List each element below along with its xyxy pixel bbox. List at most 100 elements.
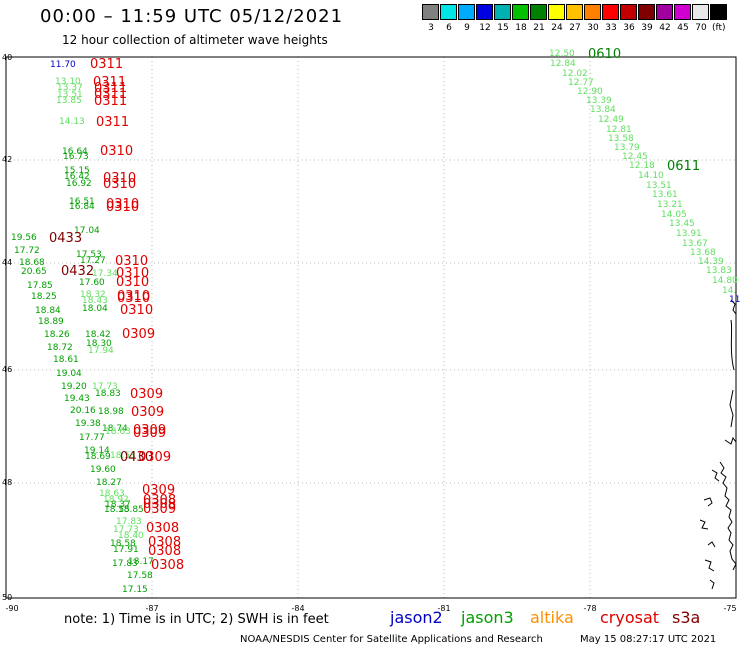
colorbar-swatch: [440, 4, 457, 20]
wave-height-label: 18.89: [38, 317, 64, 327]
pass-time-label: 0310: [100, 144, 134, 159]
wave-height-label: 11: [729, 295, 740, 305]
wave-height-label: 18.17: [128, 557, 154, 567]
wave-height-label: 17.15: [122, 585, 148, 595]
colorbar-tick: 70: [695, 23, 707, 33]
pass-time-label: 0310: [115, 254, 149, 269]
wave-height-label: 18.27: [96, 478, 122, 488]
pass-time-label: 0310: [103, 177, 137, 192]
wave-height-label: 18.53: [110, 451, 136, 461]
wave-height-label: 18.40: [118, 531, 144, 541]
x-tick-75: -75: [723, 604, 737, 613]
wave-height-label: 18.43: [82, 296, 108, 306]
wave-height-label: 18.58: [110, 539, 136, 549]
wave-height-label: 14.80: [712, 276, 738, 286]
colorbar-tick: 9: [464, 23, 470, 33]
wave-height-label: 18.55: [104, 505, 130, 515]
y-tick-46: 46: [2, 365, 13, 374]
wave-height-label: 17.73: [92, 382, 118, 392]
wave-height-label: 18.84: [35, 306, 61, 316]
colorbar-tick: 33: [605, 23, 617, 33]
pass-time-label: 0311: [90, 57, 124, 72]
wave-height-label: 13.37: [57, 83, 83, 93]
wave-height-label: 20.16: [70, 406, 96, 416]
wave-height-label: 18.04: [82, 304, 108, 314]
colorbar-tick: 39: [641, 23, 653, 33]
wave-height-label: 13.45: [669, 219, 695, 229]
y-tick-40: 40: [2, 53, 13, 62]
colorbar-swatch: [512, 4, 529, 20]
wave-height-label: 13.91: [676, 229, 702, 239]
wave-height-label: 17.72: [14, 246, 40, 256]
wave-height-label: 19.60: [90, 465, 116, 475]
legend-altika: altika: [530, 608, 574, 627]
wave-height-label: 13.58: [608, 134, 634, 144]
credit: NOAA/NESDIS Center for Satellite Applica…: [240, 634, 543, 645]
wave-height-label: 17.91: [113, 545, 139, 555]
pass-time-label: 0309: [130, 387, 164, 402]
wave-height-label: 14.05: [661, 210, 687, 220]
wave-height-label: 17.34: [92, 269, 118, 279]
colorbar-swatch: [638, 4, 655, 20]
colorbar-tick: 12: [479, 23, 491, 33]
wave-height-label: 13.85: [56, 96, 82, 106]
wave-height-label: 13.10: [55, 77, 81, 87]
wave-height-label: 12.50: [549, 49, 575, 59]
pass-time-label: 0311: [96, 115, 130, 130]
wave-height-label: 11.70: [50, 60, 76, 70]
pass-time-label: 0311: [94, 87, 128, 102]
wave-height-label: 18.25: [31, 292, 57, 302]
pass-time-label: 0310: [116, 266, 150, 281]
wave-height-label: 13.51: [57, 90, 83, 100]
wave-height-label: 18.26: [44, 330, 70, 340]
wave-height-label: 20.65: [21, 267, 47, 277]
wave-height-label: 13.51: [646, 181, 672, 191]
wave-height-label: 18.85: [118, 505, 144, 515]
timestamp: May 15 08:27:17 UTC 2021: [580, 634, 717, 645]
x-tick-90: -90: [5, 604, 19, 613]
y-tick-44: 44: [2, 258, 13, 267]
wave-height-label: 19.04: [56, 369, 82, 379]
colorbar-swatch: [656, 4, 673, 20]
pass-time-label: 0309: [122, 327, 156, 342]
pass-time-label: 0311: [93, 75, 127, 90]
pass-time-label: 0311: [94, 81, 128, 96]
pass-time-label: 0310: [117, 289, 151, 304]
wave-height-label: 19.56: [11, 233, 37, 243]
wave-height-label: 17.83: [112, 559, 138, 569]
wave-height-label: 19.14: [84, 446, 110, 456]
wave-height-label: 12.18: [629, 161, 655, 171]
wave-height-label: 12.49: [598, 115, 624, 125]
pass-time-label: 0309: [133, 423, 167, 438]
wave-height-label: 15.15: [64, 166, 90, 176]
colorbar-swatch: [620, 4, 637, 20]
wave-height-label: 13.21: [657, 200, 683, 210]
colorbar-tick: 21: [533, 23, 545, 33]
pass-time-label: 0310: [103, 171, 137, 186]
pass-time-label: 0433: [49, 231, 83, 246]
colorbar-tick: 24: [551, 23, 563, 33]
wave-height-label: 12.02: [562, 69, 588, 79]
wave-height-label: 18.61: [53, 355, 79, 365]
wave-height-label: 18.83: [95, 389, 121, 399]
pass-time-label: 0309: [142, 483, 176, 498]
wave-height-label: 17.77: [79, 433, 105, 443]
colorbar-tick: 27: [569, 23, 581, 33]
page-subtitle: 12 hour collection of altimeter wave hei…: [62, 33, 328, 47]
x-tick-81: -81: [437, 604, 451, 613]
wave-height-label: 17.94: [88, 346, 114, 356]
colorbar-tick: 42: [659, 23, 671, 33]
y-tick-42: 42: [2, 155, 13, 164]
colorbar-swatch: [602, 4, 619, 20]
y-tick-50: 50: [2, 593, 13, 602]
wave-height-label: 13.68: [690, 248, 716, 258]
colorbar-swatch: [530, 4, 547, 20]
wave-height-label: 17.58: [127, 571, 153, 581]
wave-height-label: 17.04: [74, 226, 100, 236]
wave-height-label: 13.79: [614, 143, 640, 153]
colorbar-swatch: [692, 4, 709, 20]
wave-height-label: 19.20: [61, 382, 87, 392]
wave-height-label: 18.42: [85, 330, 111, 340]
colorbar-swatch: [548, 4, 565, 20]
